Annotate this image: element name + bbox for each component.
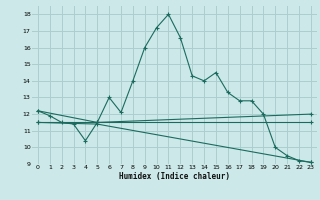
X-axis label: Humidex (Indice chaleur): Humidex (Indice chaleur) — [119, 172, 230, 181]
